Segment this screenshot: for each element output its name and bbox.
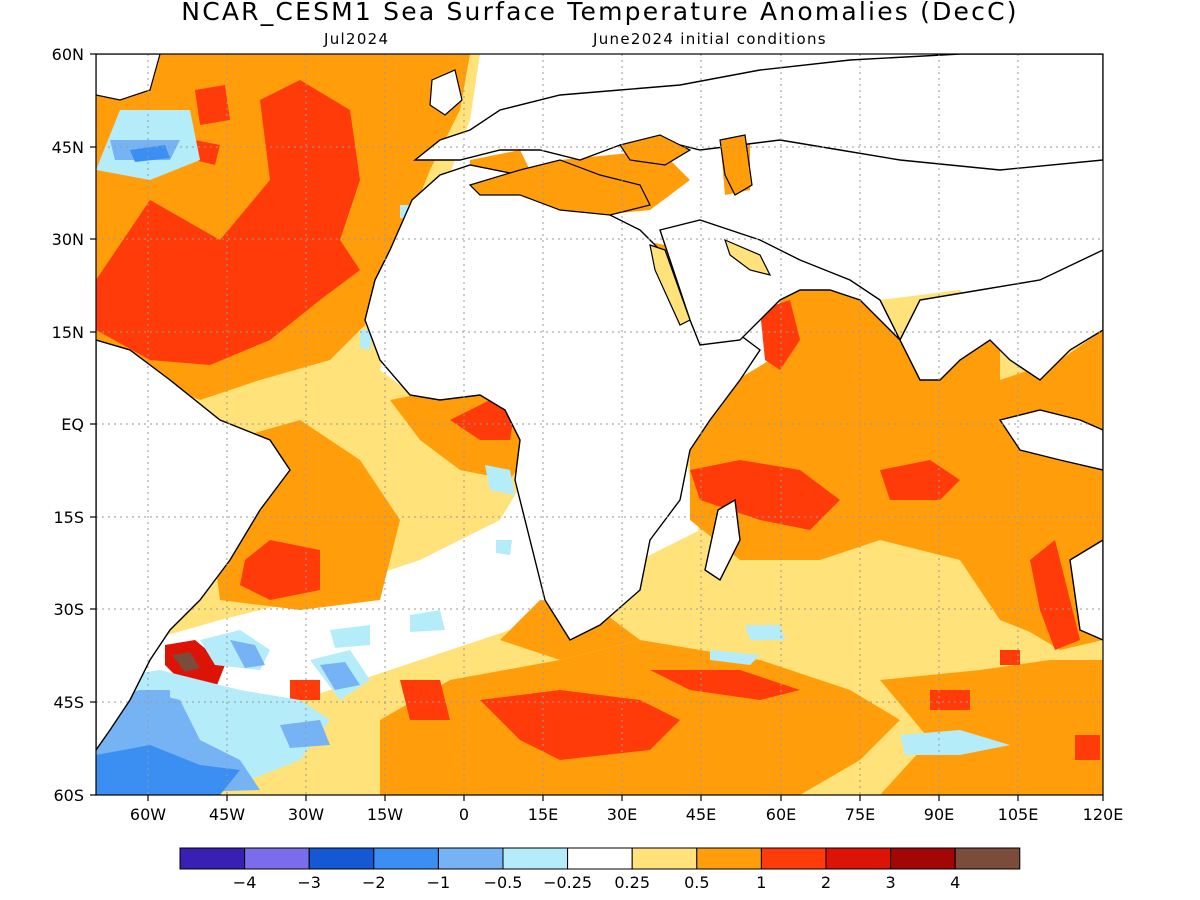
lon-label: 60E: [766, 805, 796, 824]
lat-label: 45S: [53, 693, 84, 712]
lon-label: 105E: [998, 805, 1039, 824]
lat-label: 30S: [53, 600, 84, 619]
lat-label: 15S: [53, 508, 84, 527]
initial-conditions: June2024 initial conditions: [593, 30, 827, 48]
lat-label: 60N: [52, 45, 84, 64]
colorbar-label: 1: [756, 873, 766, 892]
lon-label: 60W: [130, 805, 166, 824]
colorbar-label: 0.5: [684, 873, 709, 892]
lon-label: 0: [459, 805, 469, 824]
lon-label: 75E: [845, 805, 875, 824]
tick-marks: [90, 53, 1104, 801]
colorbar-swatch: [631, 847, 698, 870]
lon-labels: 60W 45W 30W 15W 0 15E 30E 45E 60E 75E 90…: [130, 805, 1123, 824]
lon-label: 90E: [924, 805, 954, 824]
colorbar-label: 2: [821, 873, 831, 892]
colorbar: −4 −3 −2 −1 −0.5 −0.25 0.25 0.5 1 2 3 4: [179, 847, 1021, 892]
colorbar-label: 3: [886, 873, 896, 892]
lat-label: EQ: [61, 415, 84, 434]
colorbar-swatch: [567, 847, 633, 870]
colorbar-label: −3: [297, 873, 321, 892]
lat-label: 30N: [52, 230, 84, 249]
colorbar-swatch: [890, 847, 956, 870]
lon-label: 120E: [1083, 805, 1124, 824]
colorbar-label: −0.25: [543, 873, 592, 892]
lon-label: 15W: [367, 805, 403, 824]
colorbar-swatch: [760, 847, 827, 870]
lon-label: 45E: [686, 805, 716, 824]
lat-label: 60S: [53, 786, 84, 805]
colorbar-swatch: [954, 847, 1021, 870]
colorbar-label: −0.5: [484, 873, 523, 892]
lat-label: 45N: [52, 138, 84, 157]
lat-label: 15N: [52, 323, 84, 342]
lon-label: 15E: [528, 805, 558, 824]
colorbar-swatch: [244, 847, 310, 870]
colorbar-swatch: [437, 847, 504, 870]
forecast-month: Jul2024: [324, 30, 390, 48]
colorbar-swatch: [308, 847, 375, 870]
lon-label: 45W: [209, 805, 245, 824]
lon-label: 30W: [288, 805, 324, 824]
colorbar-swatch: [179, 847, 246, 870]
colorbar-label: 4: [950, 873, 960, 892]
colorbar-swatch: [373, 847, 439, 870]
colorbar-swatch: [825, 847, 892, 870]
colorbar-label: −2: [362, 873, 386, 892]
anomaly-field: [96, 54, 1103, 795]
colorbar-label: −1: [427, 873, 451, 892]
colorbar-swatch: [696, 847, 762, 870]
lon-label: 30E: [607, 805, 637, 824]
colorbar-label: −4: [233, 873, 257, 892]
lat-labels: 60N 45N 30N 15N EQ 15S 30S 45S 60S: [52, 45, 84, 805]
colorbar-label: 0.25: [614, 873, 650, 892]
colorbar-swatch: [502, 847, 569, 870]
chart-title: NCAR_CESM1 Sea Surface Temperature Anoma…: [181, 0, 1019, 26]
